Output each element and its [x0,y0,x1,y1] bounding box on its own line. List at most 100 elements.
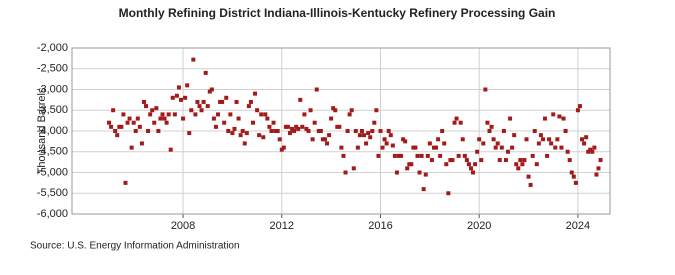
marker [131,120,136,125]
marker [540,137,545,142]
marker [448,158,453,163]
marker [351,166,356,171]
marker [567,158,572,163]
marker [487,129,492,133]
marker [528,182,533,187]
marker [417,170,422,175]
marker [596,166,601,171]
marker [269,129,274,133]
marker [236,116,241,121]
marker [440,129,445,133]
y-tick-label: -5,000 [37,166,68,178]
marker [495,141,500,146]
marker [185,83,190,88]
marker [343,170,348,175]
marker [489,124,494,129]
marker [522,158,527,163]
marker [427,141,432,146]
marker [569,170,574,175]
marker [506,149,511,154]
marker [197,104,202,109]
marker [376,153,381,158]
marker [189,108,194,113]
marker [475,149,480,154]
marker [592,145,597,150]
marker [514,162,519,167]
marker [263,112,268,117]
marker [594,172,599,177]
marker [483,87,488,92]
x-tick-label: 2016 [368,220,392,232]
marker [520,162,525,167]
y-tick-label: -4,500 [37,146,68,158]
marker [298,97,303,102]
marker [310,137,315,142]
marker [401,137,406,142]
marker [545,153,550,158]
marker [516,166,521,171]
marker [372,120,377,125]
marker [598,158,603,163]
marker [588,147,593,152]
marker [409,162,414,167]
marker [209,87,214,92]
marker [279,147,284,152]
marker [181,116,186,121]
marker [117,124,122,129]
marker [353,129,358,133]
marker [499,145,504,150]
marker [563,129,568,133]
y-tick-label: -4,000 [37,125,68,137]
marker [460,137,465,142]
marker [265,116,270,121]
marker [179,97,184,102]
marker [384,141,389,146]
marker [195,99,200,104]
marker [571,174,576,179]
marker [156,129,161,133]
marker [357,133,362,138]
marker [347,112,352,117]
marker [368,135,373,140]
marker [257,133,262,138]
marker [193,112,198,117]
marker [508,116,513,121]
marker [399,153,404,158]
marker [337,124,342,129]
marker [121,112,126,117]
marker [322,137,327,142]
marker [415,153,420,158]
marker [129,145,134,150]
marker [218,99,223,104]
marker [413,145,418,150]
marker [201,99,206,104]
marker [370,129,375,133]
marker [162,116,167,121]
marker [421,187,426,192]
marker [174,93,179,98]
marker [362,133,367,138]
marker [183,95,188,100]
marker [285,124,290,129]
marker [341,153,346,158]
marker [187,131,192,136]
marker [530,153,535,158]
marker [211,116,216,121]
marker [127,116,132,121]
marker [300,124,305,129]
marker [446,191,451,196]
marker [125,120,130,125]
marker [255,108,260,113]
marker [205,104,210,109]
chart-title: Monthly Refining District Indiana-Illino… [119,6,556,20]
marker [339,145,344,150]
marker [565,149,570,154]
marker [575,108,580,113]
marker [497,158,502,163]
marker [481,141,486,146]
marker [526,174,531,179]
marker [573,180,578,185]
marker [333,108,338,113]
marker [518,158,523,163]
